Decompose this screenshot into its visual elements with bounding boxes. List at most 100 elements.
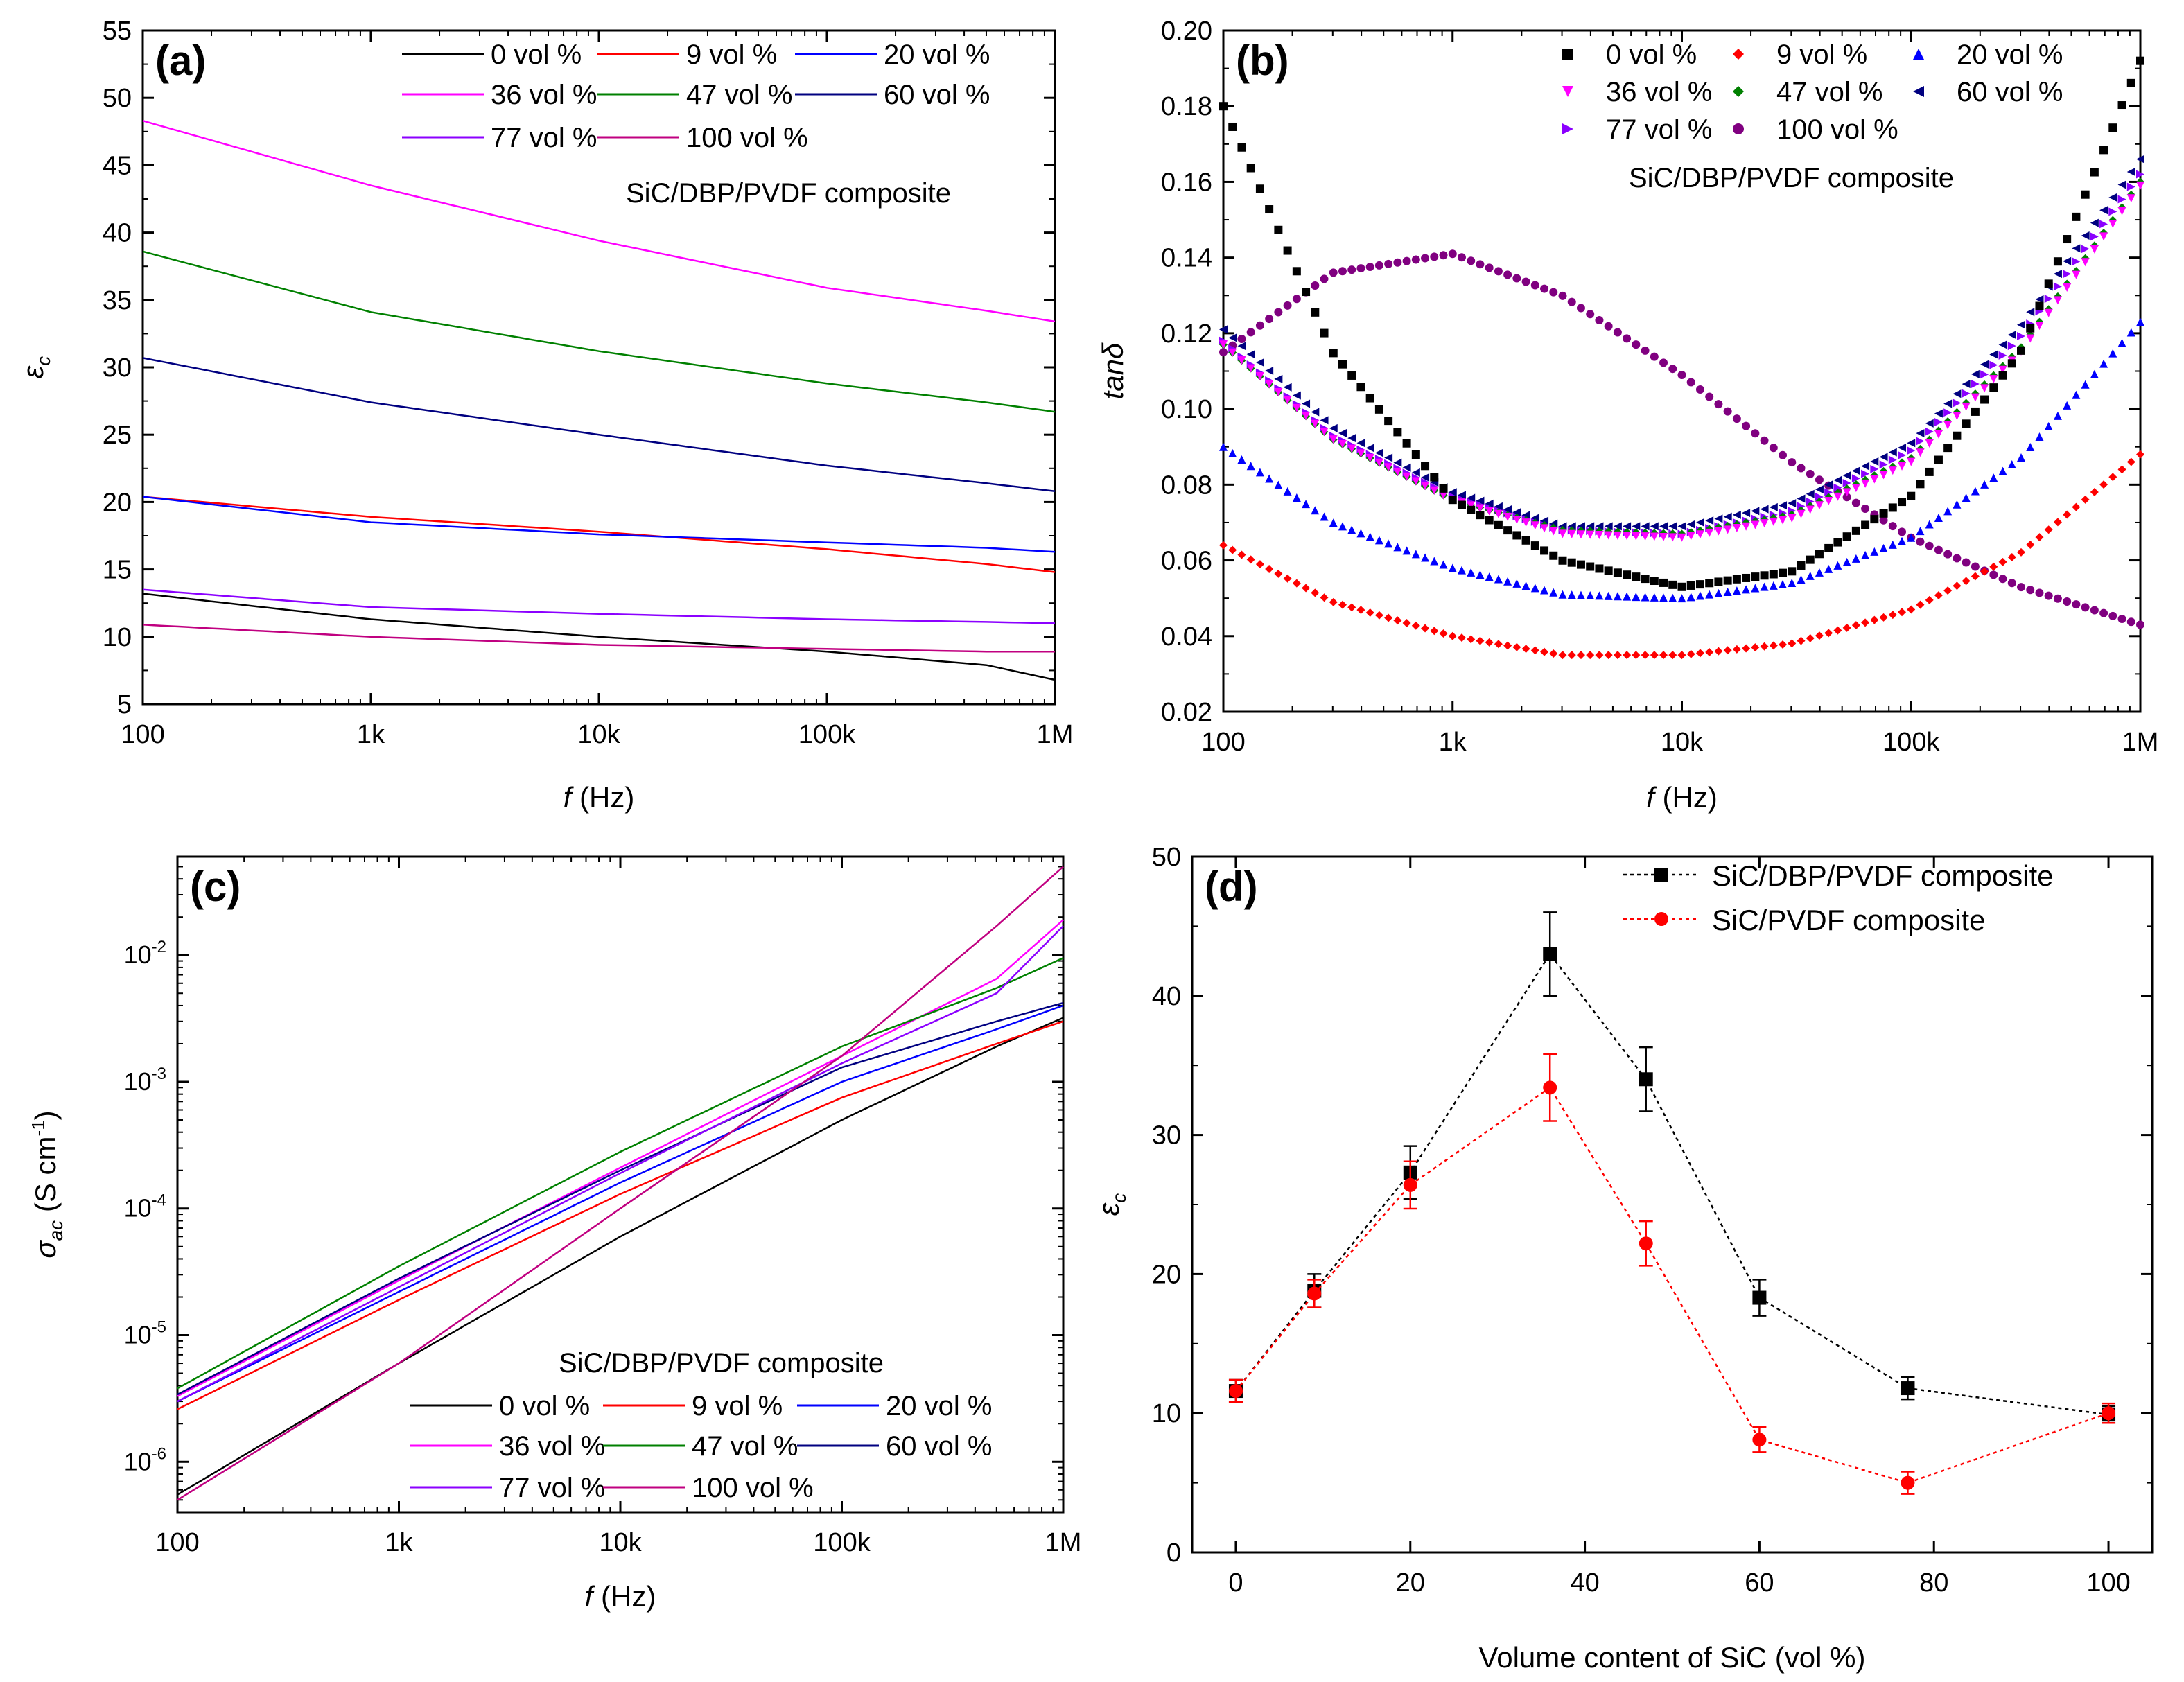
- data-point: [1668, 522, 1677, 531]
- data-point: [1237, 342, 1246, 351]
- data-point: [1448, 496, 1457, 505]
- data-point: [1641, 593, 1650, 602]
- y-tick-label: 35: [103, 286, 132, 315]
- data-point: [2017, 583, 2026, 592]
- data-point: [1586, 310, 1595, 319]
- data-point: [1806, 633, 1815, 642]
- data-point: [1540, 284, 1549, 293]
- data-point: [1543, 1080, 1557, 1095]
- data-point: [1962, 558, 1971, 567]
- data-point: [1613, 651, 1622, 660]
- data-point: [1953, 554, 1962, 563]
- data-point: [1705, 579, 1714, 588]
- y-axis-title-symbol: ε: [1092, 1202, 1125, 1216]
- data-point: [1879, 471, 1888, 480]
- data-point: [1467, 256, 1476, 265]
- data-point: [2053, 594, 2062, 603]
- data-point: [1732, 414, 1741, 423]
- data-point: [1338, 267, 1347, 276]
- data-point: [1540, 524, 1549, 533]
- data-point: [1457, 566, 1466, 575]
- data-point: [2053, 257, 2062, 266]
- data-point: [1521, 645, 1530, 654]
- x-tick-label: 100k: [798, 720, 856, 749]
- data-point: [1567, 297, 1576, 306]
- data-point: [1403, 1177, 1417, 1192]
- data-point: [1824, 488, 1833, 497]
- data-point: [1411, 550, 1420, 559]
- panel-label: (b): [1236, 37, 1289, 84]
- data-point: [1705, 590, 1714, 599]
- data-point: [1265, 205, 1274, 214]
- data-point: [1439, 629, 1448, 638]
- data-point: [2072, 600, 2081, 609]
- data-point: [1650, 352, 1659, 361]
- data-point: [1237, 356, 1246, 365]
- data-point: [1338, 429, 1347, 438]
- data-point: [1641, 532, 1650, 541]
- panel-d: 0 20 40 60 80 100 0 10 20 30 40 50 (d) Volume content…: [1092, 843, 2154, 1674]
- data-point: [2136, 620, 2144, 629]
- data-point: [2126, 328, 2135, 337]
- data-point: [1989, 473, 1998, 482]
- data-point: [1283, 301, 1292, 310]
- data-point: [1467, 505, 1476, 514]
- data-point: [1953, 581, 1962, 590]
- series-line-36-vol: [142, 119, 1056, 323]
- data-point: [1925, 541, 1934, 550]
- data-point: [2044, 421, 2053, 430]
- legend-label: 47 vol %: [1776, 77, 1882, 107]
- data-point: [1586, 590, 1595, 599]
- legend-label: 36 vol %: [499, 1431, 605, 1462]
- data-point: [1311, 588, 1320, 597]
- data-point: [2007, 342, 2016, 351]
- data-point: [1595, 316, 1604, 325]
- legend-label: 77 vol %: [499, 1473, 605, 1503]
- data-point: [1879, 509, 1888, 518]
- data-point: [1779, 516, 1788, 525]
- y-tick-label: 40: [103, 219, 132, 248]
- series-20-vol: [1219, 317, 2144, 603]
- data-point: [1806, 469, 1815, 478]
- data-point: [1586, 562, 1595, 571]
- data-point: [1338, 600, 1347, 609]
- data-point: [1503, 641, 1512, 650]
- data-point: [1953, 398, 1962, 408]
- series-0-vol: [1219, 56, 2144, 591]
- data-point: [2017, 346, 2026, 355]
- data-point: [1411, 468, 1420, 477]
- data-point: [1356, 439, 1365, 448]
- data-point: [1255, 372, 1264, 381]
- data-point: [2126, 457, 2135, 466]
- data-point: [1283, 246, 1292, 255]
- data-point: [1824, 543, 1833, 552]
- data-point: [1943, 550, 1953, 559]
- data-point: [1448, 249, 1457, 259]
- data-point: [1888, 503, 1897, 512]
- data-point: [1742, 509, 1751, 518]
- series-line-9-vol: [142, 496, 1056, 573]
- data-point: [1521, 511, 1530, 520]
- series-line-100-vol: [177, 866, 1064, 1501]
- series-sic-pvdf: [1228, 1053, 2116, 1495]
- data-point: [1292, 391, 1301, 400]
- data-point: [2026, 540, 2035, 549]
- data-point: [2007, 460, 2016, 469]
- data-point: [2035, 588, 2044, 597]
- data-point: [1411, 450, 1420, 459]
- data-point: [1971, 393, 1980, 402]
- data-point: [1714, 527, 1723, 536]
- data-point: [1549, 527, 1558, 536]
- data-point: [2099, 146, 2108, 155]
- data-point: [1604, 531, 1613, 540]
- data-point: [2072, 270, 2081, 279]
- data-point: [1558, 590, 1567, 599]
- data-point: [1686, 520, 1695, 529]
- data-point: [1916, 600, 1925, 609]
- data-point: [1934, 590, 1943, 599]
- data-point: [2026, 334, 2035, 343]
- data-point: [1695, 530, 1704, 539]
- data-point: [1311, 281, 1320, 290]
- data-point: [1879, 516, 1888, 525]
- y-tick-label: 0: [1167, 1539, 1181, 1568]
